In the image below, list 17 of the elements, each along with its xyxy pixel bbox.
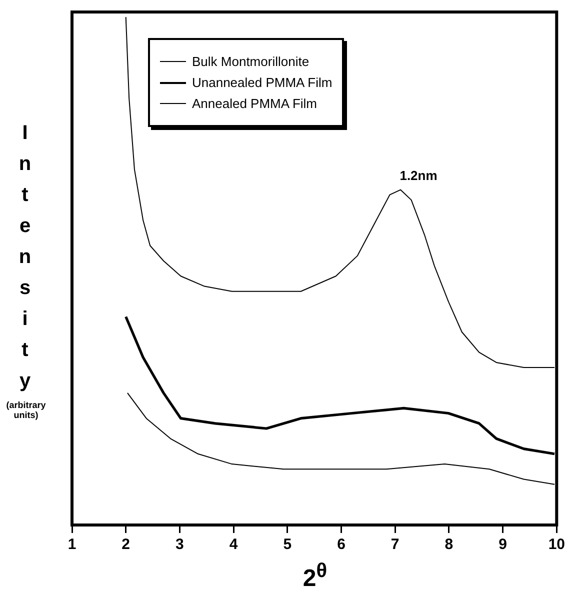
x-tick-label: 4: [229, 536, 238, 554]
x-tick-label: 5: [283, 536, 292, 554]
x-tick-label: 10: [548, 536, 565, 554]
x-tick-label: 6: [337, 536, 346, 554]
annotation: 1.2nm: [400, 168, 438, 183]
text: (arbitrary units): [5, 400, 47, 420]
x-tick-label: 2: [122, 536, 130, 554]
x-tick-label: 7: [390, 536, 400, 554]
legend-label: Annealed PMMA Film: [192, 96, 317, 111]
x-tick-label: 1: [68, 536, 76, 554]
x-tick-label: 9: [498, 536, 507, 554]
x-tick-label: 8: [444, 536, 454, 554]
text: Intensity: [18, 122, 32, 392]
legend-label: Unannealed PMMA Film: [192, 75, 332, 90]
x-tick-label: 3: [176, 536, 184, 554]
x-axis-title: 2$^{θ}$: [302, 560, 328, 593]
legend-label: Bulk Montmorillonite: [192, 54, 310, 69]
